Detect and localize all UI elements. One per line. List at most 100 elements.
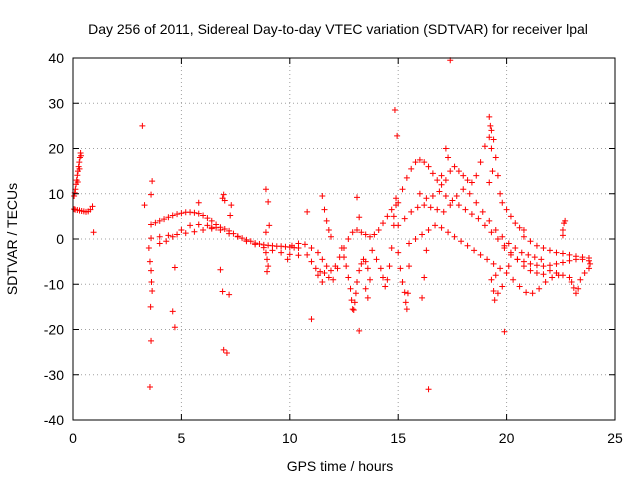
data-point [499,233,506,240]
data-point [195,210,202,217]
data-point [429,170,436,177]
data-point [445,229,452,236]
data-point [438,181,445,188]
data-point [165,214,172,221]
data-point [581,269,588,276]
data-point [497,190,504,197]
data-point [286,251,293,258]
data-point [419,231,426,238]
data-point [468,179,475,186]
data-point [356,267,363,274]
data-point [553,249,560,256]
data-point [412,159,419,166]
data-point [460,186,467,193]
x-axis-label: GPS time / hours [287,458,394,474]
data-point [395,199,402,206]
x-tick-label: 15 [390,430,406,446]
data-point [265,198,272,205]
data-point [559,259,566,266]
data-point [146,258,153,265]
data-point [350,307,357,314]
data-point [494,290,501,297]
data-point [486,134,493,141]
data-point [523,289,530,296]
data-point [507,251,514,258]
data-point [321,206,328,213]
data-point [516,283,523,290]
data-point [148,235,155,242]
data-point [265,263,272,270]
data-point [546,267,553,274]
data-point [223,350,230,357]
data-point [348,297,355,304]
data-point [323,263,330,270]
data-point [438,172,445,179]
y-tick-label: 30 [48,95,64,111]
data-point [76,165,83,172]
data-point [494,172,501,179]
data-point [455,202,462,209]
data-point [264,256,271,263]
data-point [587,260,594,267]
data-point [408,165,415,172]
data-point [425,386,432,393]
data-point [559,272,566,279]
data-point [358,260,365,267]
data-point [325,274,332,281]
data-point [527,267,534,274]
y-tick-label: 20 [48,141,64,157]
data-point [384,276,391,283]
data-point [204,222,211,229]
data-point [345,274,352,281]
data-point [393,195,400,202]
data-point [304,251,311,258]
x-tick-label: 0 [69,430,77,446]
data-point [447,168,454,175]
x-tick-label: 5 [178,430,186,446]
data-point [314,249,321,256]
data-point [377,265,384,272]
x-axis: 0 5 10 15 20 25 [69,58,623,446]
data-point [442,193,449,200]
data-point [182,230,189,237]
data-point [312,265,319,272]
data-point [538,256,545,263]
y-tick-label: -10 [44,276,64,292]
data-point [266,222,273,229]
data-point [477,251,484,258]
data-point [497,265,504,272]
data-point [269,247,276,254]
y-tick-label: -20 [44,322,64,338]
data-point [501,245,508,252]
data-point [195,199,202,206]
data-point [395,222,402,229]
data-point [243,238,250,245]
data-point [427,204,434,211]
data-point [518,249,525,256]
data-point [397,265,404,272]
data-point [356,214,363,221]
data-point [146,383,153,390]
data-point [380,220,387,227]
data-point [217,226,224,233]
data-point [341,254,347,261]
data-point [490,260,497,267]
data-point [572,290,579,297]
data-point [425,163,432,170]
data-point [464,242,471,249]
data-point [148,221,155,228]
data-point [466,190,473,197]
data-point [510,276,517,283]
data-point [252,241,259,248]
data-point [505,263,512,270]
data-point [325,226,332,233]
data-point [338,245,345,252]
data-point [520,258,527,265]
data-point [394,132,401,139]
data-point [308,245,315,252]
data-point [512,220,519,227]
data-point [262,186,269,193]
data-point [503,269,510,276]
data-point [529,290,536,297]
data-point [408,208,415,215]
